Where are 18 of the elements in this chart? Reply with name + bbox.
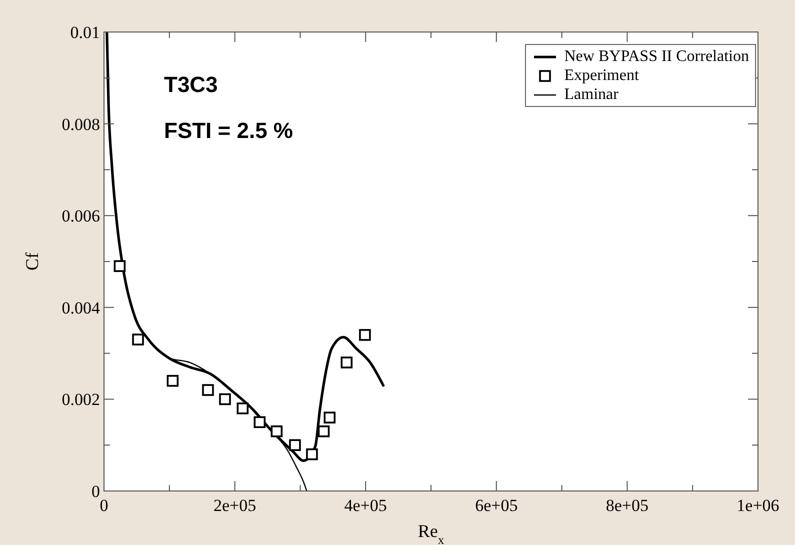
- x-tick-label: 6e+05: [475, 496, 518, 515]
- legend-label: Laminar: [564, 85, 618, 104]
- annotation: T3C3: [164, 72, 218, 97]
- legend-label: New BYPASS II Correlation: [564, 47, 749, 66]
- y-tick-label: 0.004: [62, 298, 100, 318]
- y-tick-label: 0: [92, 482, 100, 501]
- y-tick-label: 0.006: [62, 206, 100, 226]
- annotation: FSTI = 2.5 %: [164, 118, 293, 143]
- x-tick-label: 2e+05: [213, 496, 256, 515]
- y-tick-label: 0.002: [62, 390, 100, 410]
- x-tick-label: 1e+06: [736, 496, 780, 515]
- x-axis-title: Re$_{x}$: [418, 521, 445, 547]
- y-axis-title: Cf: [22, 252, 42, 270]
- legend-label: Experiment: [564, 66, 639, 85]
- x-tick-label: 8e+05: [606, 496, 649, 515]
- x-tick-label: 4e+05: [344, 496, 387, 515]
- y-tick-label: 0.008: [62, 114, 100, 134]
- y-tick-label: 0.01: [70, 23, 100, 42]
